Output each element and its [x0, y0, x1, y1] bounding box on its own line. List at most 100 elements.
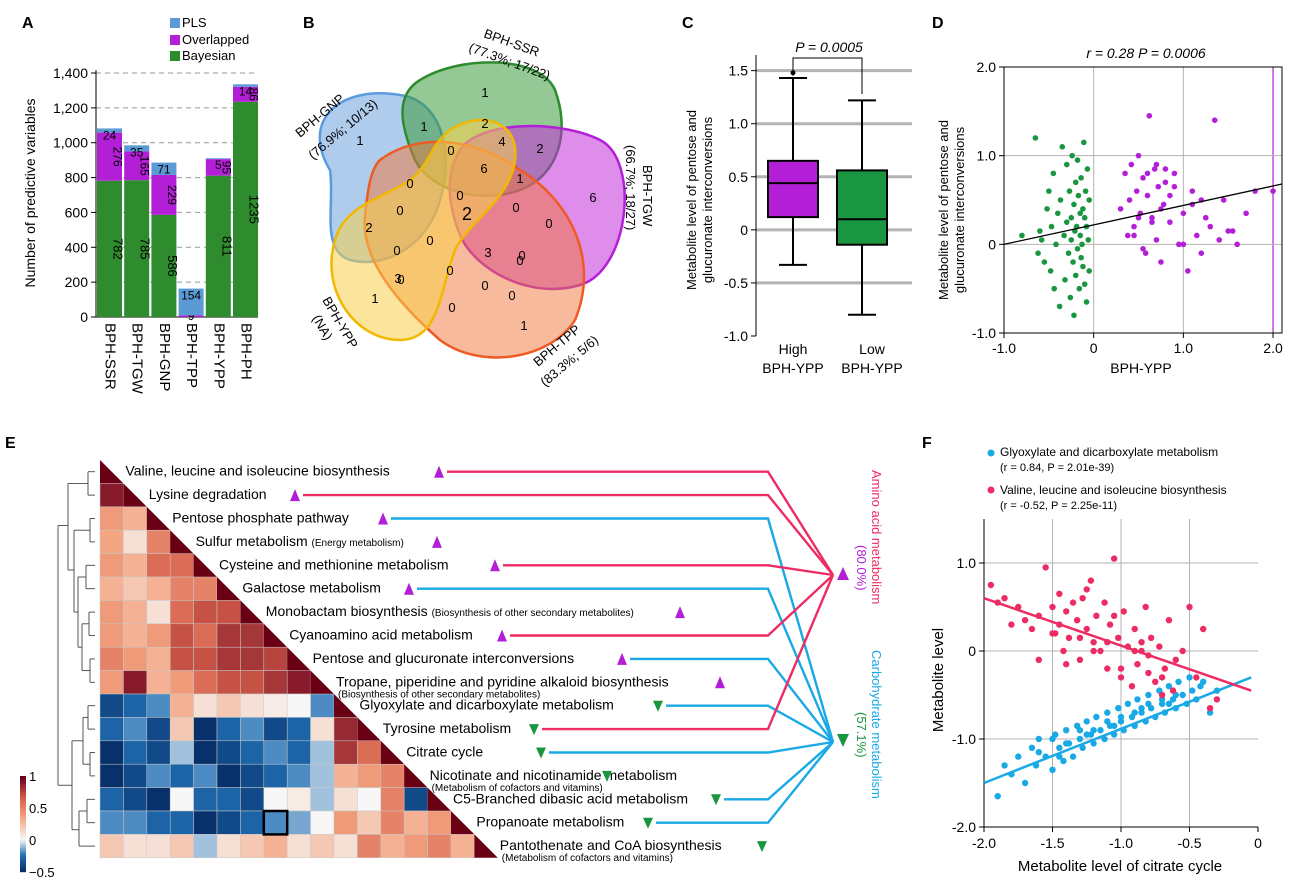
point-valine	[1056, 590, 1063, 597]
carb-connector	[656, 741, 834, 824]
colorbar-segment	[20, 864, 26, 867]
point-low	[1068, 214, 1075, 221]
pathway-labels: Valine, leucine and isoleucine biosynthe…	[125, 463, 767, 864]
regression-line	[1003, 183, 1283, 245]
heatmap-cell	[263, 763, 288, 788]
point-glyoxylate	[1021, 779, 1029, 787]
heatmap-cell	[123, 810, 148, 835]
point-valine	[1076, 634, 1084, 641]
point-valine	[1158, 674, 1166, 681]
point-low	[1048, 223, 1055, 230]
y-tick-label: 1.5	[729, 63, 749, 79]
heatmap-cell	[240, 787, 265, 812]
point-glyoxylate	[1115, 705, 1122, 712]
panel-d-ylabel-1: Metabolite level of pentose and	[936, 120, 951, 300]
point-glyoxylate	[1063, 727, 1070, 734]
heatmap-cell	[263, 787, 288, 812]
heatmap-cell	[99, 529, 124, 554]
heatmap-cell	[310, 740, 335, 765]
heatmap-diagonal	[170, 530, 194, 554]
point-low	[1051, 285, 1058, 292]
heatmap-cell	[193, 646, 218, 671]
heatmap-cell	[99, 600, 124, 625]
legend-glyoxylate-stat: (r = 0.84, P = 2.01e-39)	[1000, 462, 1114, 474]
bar-value-label: 24	[103, 128, 117, 142]
point-glyoxylate	[1131, 709, 1138, 716]
panel-b: B BPH-GNP (76.9%; 10/13) BPH-SSR (77.3%;…	[292, 15, 655, 389]
heatmap-cell	[99, 553, 124, 578]
point-glyoxylate	[1093, 713, 1100, 721]
pathway-category-note: (Metabolism of cofactors and vitamins)	[502, 853, 673, 864]
point-valine	[1117, 674, 1125, 681]
colorbar-segment	[20, 790, 26, 793]
colorbar-segment	[20, 848, 26, 851]
venn-region-count: 0	[448, 300, 455, 315]
heatmap-cell	[169, 787, 194, 812]
bar-segment	[205, 158, 231, 160]
point-valine	[1063, 608, 1070, 615]
heatmap-cell	[99, 483, 124, 508]
heatmap-cell	[427, 834, 452, 859]
heatmap-cell	[99, 834, 124, 859]
point-low	[1070, 259, 1076, 265]
point-glyoxylate	[1090, 740, 1097, 747]
panel-a-yticks: 0 200 400 600 800 1,000 1,200 1,400	[53, 65, 258, 325]
heatmap-cell	[146, 693, 171, 718]
point-valine	[1172, 656, 1180, 663]
venn-region-count: 0	[446, 263, 453, 278]
box	[836, 169, 888, 246]
venn-region-count: 1	[356, 133, 363, 148]
up-arrow-icon	[715, 676, 725, 689]
point-glyoxylate	[1060, 757, 1067, 765]
up-arrow-icon	[617, 652, 627, 665]
point-valine	[1049, 630, 1056, 637]
y-tick-label: 0	[988, 236, 996, 252]
colorbar-segment	[20, 792, 26, 795]
colorbar-segment	[20, 854, 26, 857]
heatmap-cell	[380, 834, 405, 859]
heatmap-cell	[123, 740, 148, 765]
y-tick-label: 1,400	[53, 65, 88, 81]
heatmap-cell	[146, 834, 171, 859]
heatmap-cell	[169, 740, 194, 765]
heatmap-cell	[263, 693, 288, 718]
point-valine	[1147, 634, 1155, 641]
heatmap-cell	[123, 834, 148, 859]
heatmap-cell	[403, 834, 428, 859]
carbohydrate-pct: (57.1%)	[854, 712, 869, 758]
point-high	[1167, 219, 1173, 225]
point-valine	[1106, 621, 1114, 628]
heatmap-cell	[240, 763, 265, 788]
colorbar-segment	[20, 780, 26, 783]
x-tick-label: 0	[1090, 340, 1098, 356]
heatmap-diagonal	[310, 670, 334, 694]
point-low	[1074, 245, 1081, 252]
panel-a-letter: A	[22, 15, 34, 32]
point-high	[1117, 206, 1124, 212]
colorbar-segment	[20, 788, 26, 791]
y-tick-label: -1.0	[724, 328, 748, 344]
bar-value-label: 785	[138, 238, 153, 260]
point-glyoxylate	[1090, 727, 1097, 734]
point-glyoxylate	[1097, 727, 1104, 734]
colorbar-segment	[20, 856, 26, 859]
heatmap-cell	[216, 740, 241, 765]
colorbar-segment	[20, 858, 26, 861]
point-glyoxylate	[1117, 713, 1125, 721]
bar-segment	[97, 128, 122, 133]
point-glyoxylate	[1079, 744, 1086, 751]
point-glyoxylate	[1056, 744, 1063, 751]
heatmap-cell	[169, 646, 194, 671]
heatmap-cell	[263, 834, 288, 859]
heatmap-cell	[123, 623, 148, 648]
colorbar-segment	[20, 814, 26, 817]
colorbar-segment	[20, 852, 26, 855]
point-low	[1044, 206, 1050, 212]
heatmap-cell	[286, 810, 311, 835]
x-tick-label: 0	[1254, 835, 1262, 851]
point-low	[1068, 237, 1075, 243]
heatmap-cell	[146, 787, 171, 812]
bar-segment	[97, 132, 122, 181]
heatmap-cell	[216, 646, 241, 671]
up-arrow-icon	[432, 535, 442, 548]
